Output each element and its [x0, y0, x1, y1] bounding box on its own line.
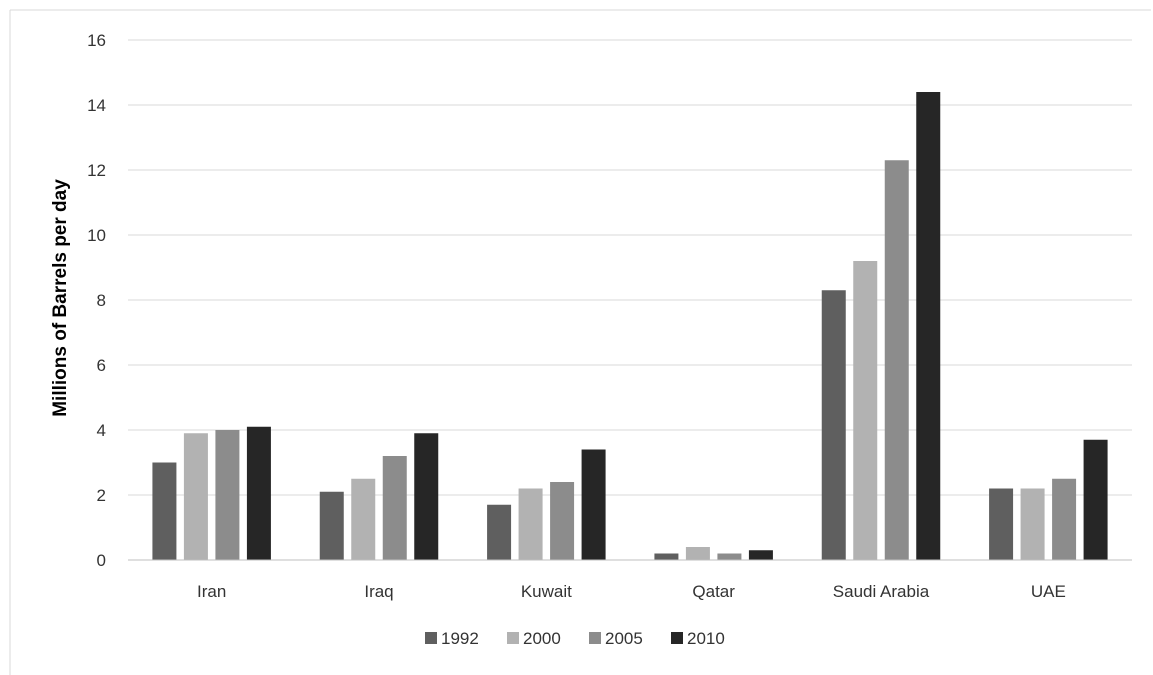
legend: 1992 2000 2005 2010: [425, 629, 725, 648]
bar-saudi-arabia-2000: [853, 261, 878, 560]
legend-swatch-1992: [425, 632, 437, 644]
legend-swatch-2005: [589, 632, 601, 644]
y-tick-label: 2: [97, 486, 106, 505]
bar-qatar-2010: [748, 550, 773, 560]
x-category-label: Kuwait: [521, 582, 572, 601]
bar-qatar-2000: [685, 547, 710, 560]
y-tick-label: 8: [97, 291, 106, 310]
bar-qatar-2005: [717, 553, 742, 560]
y-tick-label: 0: [97, 551, 106, 570]
bar-uae-2010: [1083, 439, 1108, 560]
x-category-label: Iraq: [364, 582, 393, 601]
bars: [152, 92, 1108, 560]
bar-uae-1992: [989, 488, 1014, 560]
bar-kuwait-1992: [487, 504, 512, 560]
bar-iran-2000: [183, 433, 208, 560]
bar-iraq-2010: [414, 433, 439, 560]
x-category-label: Saudi Arabia: [833, 582, 930, 601]
bar-iraq-2005: [382, 456, 407, 560]
bar-iran-2010: [246, 426, 271, 560]
y-axis-title: Millions of Barrels per day: [50, 179, 71, 417]
y-axis-ticks: 0 2 4 6 8 10 12 14 16: [87, 31, 106, 570]
bar-kuwait-2000: [518, 488, 543, 560]
legend-label: 1992: [441, 629, 479, 648]
y-tick-label: 16: [87, 31, 106, 50]
x-category-label: Qatar: [692, 582, 735, 601]
bar-iraq-2000: [351, 478, 376, 560]
legend-label: 2010: [687, 629, 725, 648]
y-tick-label: 12: [87, 161, 106, 180]
y-tick-label: 6: [97, 356, 106, 375]
x-category-label: UAE: [1031, 582, 1066, 601]
bar-saudi-arabia-1992: [821, 290, 846, 560]
legend-swatch-2010: [671, 632, 683, 644]
bar-iran-1992: [152, 462, 177, 560]
bar-uae-2000: [1020, 488, 1045, 560]
bar-iraq-1992: [319, 491, 344, 560]
bar-saudi-arabia-2010: [916, 92, 941, 560]
bar-iran-2005: [215, 430, 240, 560]
bar-qatar-1992: [654, 553, 679, 560]
legend-swatch-2000: [507, 632, 519, 644]
bar-kuwait-2010: [581, 449, 606, 560]
bar-saudi-arabia-2005: [884, 160, 909, 560]
y-tick-label: 14: [87, 96, 106, 115]
x-axis-categories: Iran Iraq Kuwait Qatar Saudi Arabia UAE: [197, 582, 1066, 601]
bar-kuwait-2005: [550, 482, 575, 560]
y-tick-label: 4: [97, 421, 106, 440]
bar-uae-2005: [1052, 478, 1077, 560]
legend-label: 2005: [605, 629, 643, 648]
x-category-label: Iran: [197, 582, 226, 601]
y-tick-label: 10: [87, 226, 106, 245]
legend-label: 2000: [523, 629, 561, 648]
gridlines: [128, 39, 1132, 496]
